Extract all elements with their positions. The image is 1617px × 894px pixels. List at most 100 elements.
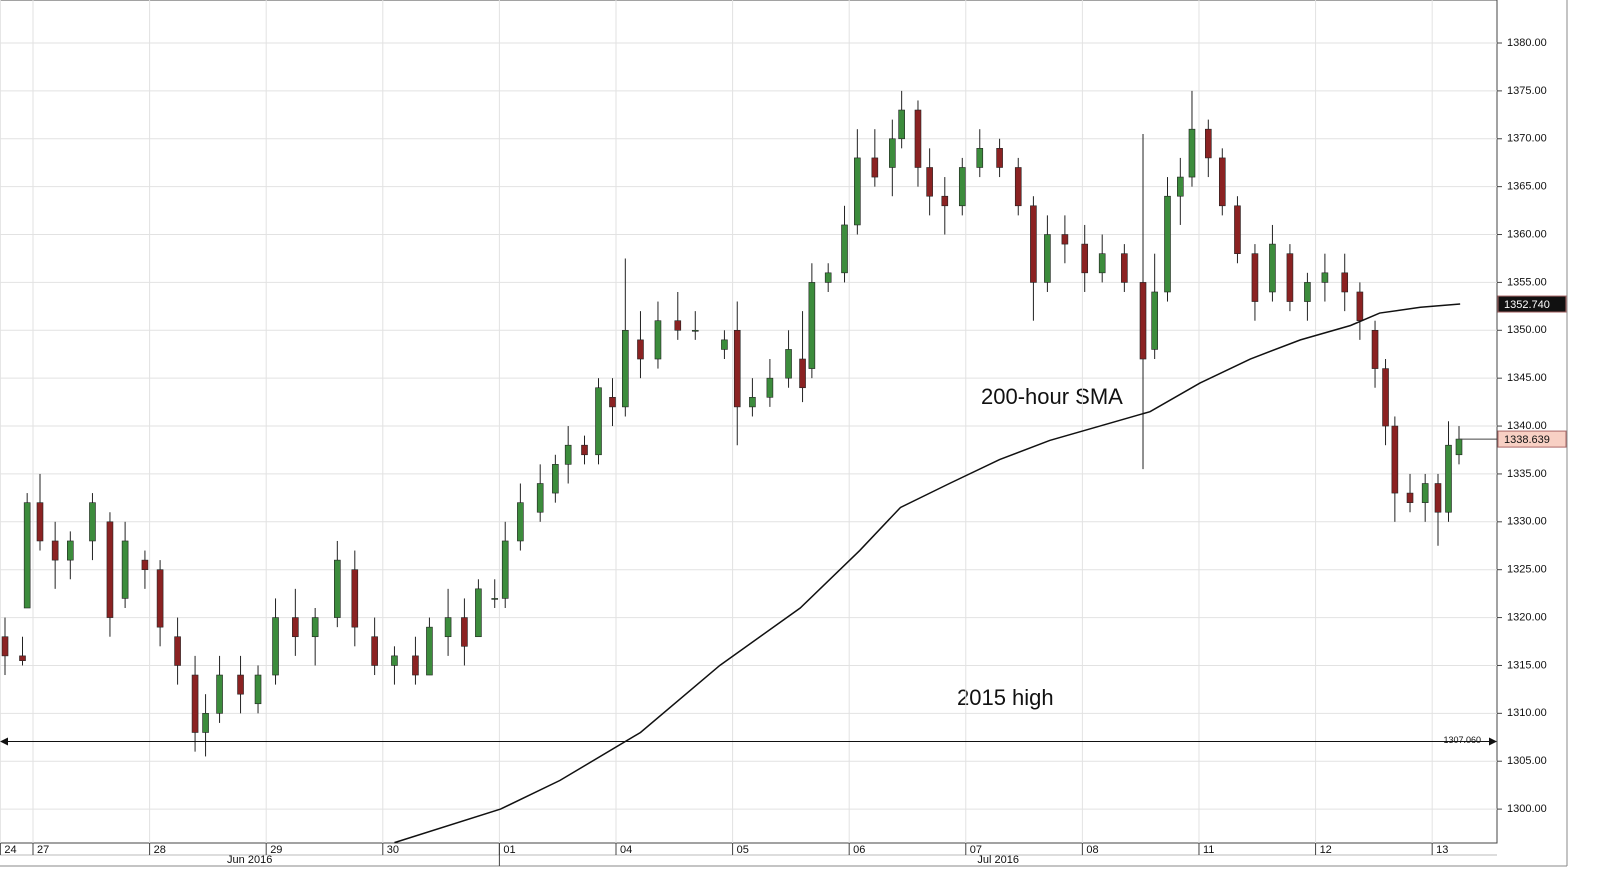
y-tick-label: 1365.00 [1507, 181, 1547, 193]
candle-body [67, 540, 74, 561]
y-tick-label: 1360.00 [1507, 228, 1547, 240]
candle-body [914, 109, 922, 168]
candle-body [1391, 425, 1399, 494]
candle-body [1177, 176, 1184, 197]
x-tick-label: 12 [1320, 844, 1332, 856]
y-tick-label: 1325.00 [1507, 564, 1547, 576]
candle-body [391, 655, 398, 666]
candle-body [552, 464, 559, 494]
candle-body [1081, 243, 1089, 274]
x-tick-label: 08 [1086, 844, 1098, 856]
candle-body [106, 521, 114, 618]
candle-body [89, 502, 96, 542]
x-tick-label: 06 [853, 844, 865, 856]
candle-body [808, 282, 816, 369]
candle-body [1098, 253, 1106, 274]
candle-body [536, 483, 544, 513]
arrow [0, 737, 8, 746]
candle-body [1030, 205, 1037, 283]
candle-body [191, 674, 199, 733]
candle-body [1151, 291, 1158, 350]
candle-body [501, 540, 509, 599]
candle-body [426, 626, 433, 676]
candle-body [1139, 282, 1147, 360]
month-label: Jun 2016 [227, 854, 272, 866]
candle-body [1251, 253, 1259, 302]
candle-body [1406, 492, 1414, 503]
candle-body [958, 167, 966, 207]
candle-body [674, 320, 682, 331]
x-tick-label: 05 [737, 844, 749, 856]
candle-body [202, 713, 209, 733]
y-tick-label: 1355.00 [1507, 276, 1547, 288]
candle-body [475, 588, 482, 638]
candle-body [1269, 243, 1276, 293]
annotation: 2015 high [957, 685, 1054, 710]
price-tag: 1338.639 [1504, 434, 1550, 446]
x-tick-label: 01 [503, 844, 515, 856]
candle-body [841, 224, 848, 274]
candle-body [889, 138, 896, 168]
plot-frame [0, 0, 1498, 844]
candle-body [1188, 128, 1196, 178]
candle-body [1014, 167, 1022, 207]
y-tick-label: 1345.00 [1507, 372, 1547, 384]
candle-body [733, 329, 741, 408]
month-label: Jul 2016 [977, 854, 1019, 866]
x-tick-label: 13 [1436, 844, 1448, 856]
sma-tag-bg [1497, 295, 1567, 313]
x-tick-label: 30 [387, 844, 399, 856]
y-tick-label: 1375.00 [1507, 85, 1547, 97]
candle-body [272, 617, 279, 676]
candle-body [898, 109, 905, 140]
candle-body [1321, 272, 1329, 283]
y-tick-label: 1370.00 [1507, 133, 1547, 145]
candle-body [1356, 291, 1364, 322]
candle-body [36, 502, 44, 542]
candle-body [216, 674, 223, 714]
candle-body [23, 502, 31, 609]
candle-body [926, 167, 933, 197]
candle-body [785, 349, 792, 379]
candle-body [824, 272, 832, 283]
candle-body [444, 617, 452, 638]
x-tick-label: 24 [4, 844, 16, 856]
candle-body [871, 157, 879, 178]
candle-body [254, 674, 262, 705]
x-tick-label: 29 [270, 844, 282, 856]
candle-body [691, 329, 699, 332]
candle-body [1205, 128, 1212, 159]
candle-body [51, 540, 59, 561]
candle-body [766, 377, 774, 398]
x-tick-label: 04 [620, 844, 632, 856]
candle-body [1121, 253, 1128, 283]
candle-body [517, 502, 524, 542]
candle-body [1164, 195, 1171, 293]
candle-body [1421, 483, 1429, 503]
candle-body [595, 387, 602, 456]
candle-body [19, 655, 26, 661]
candle-body [854, 157, 861, 226]
candle-body [1304, 282, 1311, 302]
candle-body [121, 540, 129, 599]
candle-body [1445, 444, 1452, 513]
candle-body [1341, 272, 1349, 293]
candle-body [749, 397, 756, 408]
candle-body [412, 655, 419, 676]
candle-body [799, 358, 806, 389]
arrow [1489, 737, 1497, 746]
candle-body [237, 674, 244, 695]
candle-body [371, 636, 378, 666]
candle-body [564, 444, 572, 465]
y-tick-label: 1330.00 [1507, 516, 1547, 528]
y-tick-label: 1315.00 [1507, 659, 1547, 671]
candle-body [1234, 205, 1241, 254]
candle-body [976, 148, 984, 168]
candle-body [1371, 329, 1379, 369]
y-tick-label: 1300.00 [1507, 803, 1547, 815]
candle-body [174, 636, 181, 666]
candle-body [721, 339, 728, 350]
candle-body [1061, 234, 1069, 245]
y-tick-label: 1305.00 [1507, 755, 1547, 767]
